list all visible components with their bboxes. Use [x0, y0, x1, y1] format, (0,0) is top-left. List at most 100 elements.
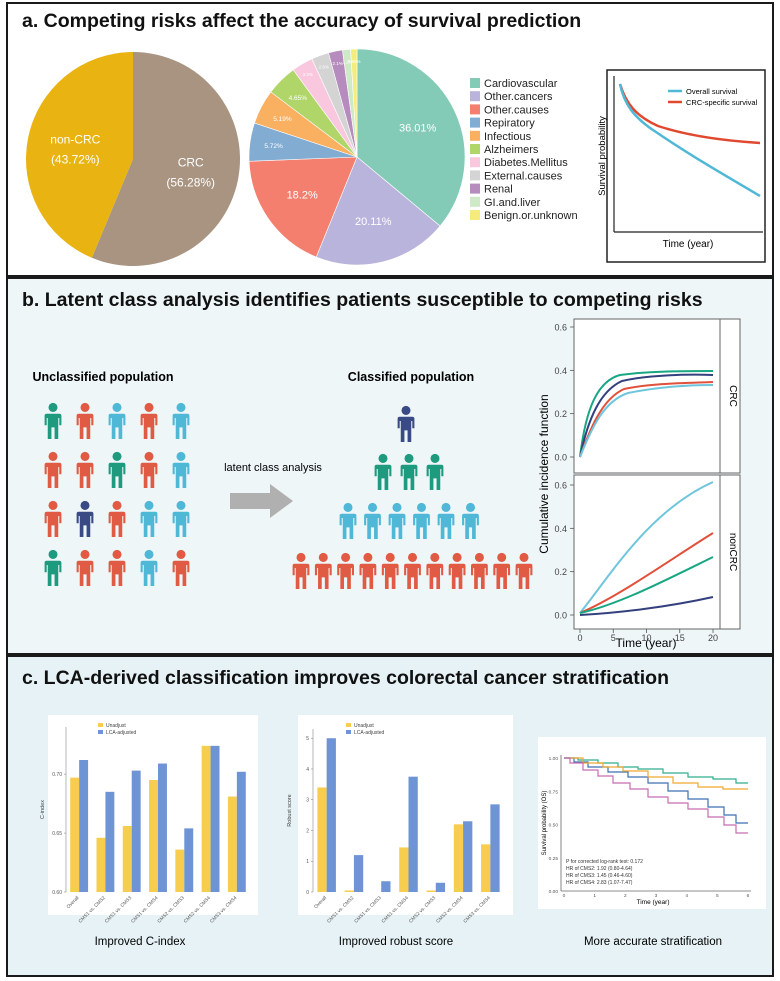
legend-crc-label: CRC-specific survival: [686, 98, 758, 107]
km-xtick-label: 5: [716, 893, 719, 899]
cif-bottom-curve-red: [579, 532, 714, 614]
pie2-value-gi-and-liver: 1.2%: [342, 59, 352, 64]
pie1-slice-non-crc: [26, 52, 133, 258]
legend-label-cardiovascular: Cardiovascular: [484, 78, 558, 90]
person-icon: [413, 502, 430, 539]
km-caption: More accurate stratification: [584, 936, 722, 948]
ytick-label: 3: [306, 798, 309, 804]
bar-unadjust-cms3-vs-cms4: [227, 796, 237, 892]
survival-frame: [606, 69, 766, 263]
legend-swatch-cardiovascular: [470, 78, 480, 88]
person-icon: [44, 549, 62, 586]
person-icon: [314, 552, 332, 589]
cif-chart: CRC nonCRC Cumulative incidence function…: [537, 318, 741, 650]
bar-lca-adjusted-cms1-vs-cms4: [408, 776, 418, 892]
km-xtick-label: 1: [593, 893, 596, 899]
pie2-slice-other-causes: [248, 156, 358, 258]
legend-label-infectious: Infectious: [484, 131, 532, 143]
cif-ytick-label: 0.0: [554, 453, 567, 463]
pie2-slice-other-cancers: [315, 156, 441, 266]
km-curve-cms2: [564, 757, 748, 824]
legend-swatch: [98, 723, 103, 727]
bar-lca-adjusted-cms1-vs-cms2: [353, 855, 364, 892]
lca-arrow: [230, 484, 293, 518]
cif-xtick-label: 5: [611, 633, 616, 643]
bar-lca-adjusted-overall: [326, 738, 336, 892]
pie2-value-other-cancers: 20.11%: [355, 216, 392, 228]
km-stat-line: P for corrected log-rank test: 0.172: [566, 859, 643, 865]
pie2-value-diabetes-mellitus: 3.2%: [303, 72, 313, 77]
km-xtick-label: 6: [747, 893, 750, 899]
bar-lca-adjusted-cms2-vs-cms3: [435, 882, 446, 892]
person-icon: [140, 402, 158, 439]
cif-ticks: 0.0 0.2 0.4 0.6 0.0 0.2 0.4 0.6 0 5 10 15 20: [554, 323, 718, 644]
km-ytick-label: 0.25: [549, 856, 559, 862]
person-icon: [140, 451, 158, 488]
bar-unadjust-cms2-vs-cms3: [426, 890, 436, 892]
cif-ytick-label: 0.0: [554, 611, 567, 621]
bar-lca-adjusted-cms3-vs-cms4: [490, 804, 500, 892]
cif-top-curve-red: [579, 381, 714, 458]
km-background: [538, 737, 766, 909]
pie2-value-benign-or-unknown: 0.95%: [348, 59, 361, 64]
cif-xtick-label: 0: [577, 633, 582, 643]
person-icon: [397, 405, 415, 442]
bar-lca-adjusted-cms1-vs-cms2: [105, 791, 115, 892]
bar-unadjust-cms3-vs-cms4: [481, 844, 491, 892]
legend-swatch: [346, 730, 351, 734]
legend-label-benign-or-unknown: Benign.or.unknown: [484, 210, 578, 222]
person-icon: [108, 549, 126, 586]
overall-survival-curve: [618, 83, 761, 198]
pie2-slice-cardiovascular: [356, 48, 466, 227]
legend-swatch: [98, 730, 103, 734]
bar-unadjust-cms2-vs-cms3: [175, 849, 185, 892]
cif-top-panel: [573, 318, 721, 474]
legend-label: Unadjust: [106, 723, 126, 729]
legend-overall-label: Overall survival: [686, 87, 738, 96]
bar-unadjust-cms1-vs-cms4: [149, 780, 158, 892]
ytick-label: 5: [306, 736, 309, 742]
ytick-label: 0.65: [52, 831, 62, 837]
km-ytick-label: 0.50: [549, 823, 559, 829]
person-icon: [437, 502, 455, 539]
person-icon: [493, 552, 511, 589]
robust-caption: Improved robust score: [339, 936, 453, 948]
ytick-label: 0: [306, 890, 309, 896]
cif-xtick-label: 20: [708, 633, 718, 643]
legend-swatch: [346, 723, 351, 727]
legend-label-alzheimers: Alzheimers: [484, 144, 539, 156]
bar-lca-adjusted-cms1-vs-cms3: [381, 881, 391, 892]
arrow-label: latent class analysis: [224, 462, 322, 474]
person-icon: [76, 402, 94, 439]
km-xtick-label: 2: [624, 893, 627, 899]
ytick-label: 4: [306, 767, 309, 773]
cif-xtick-label: 15: [675, 633, 685, 643]
ytick-label: 0.70: [52, 772, 62, 778]
legend-label-gi-and-liver: GI.and.liver: [484, 197, 541, 209]
legend-label: LCA-adjusted: [354, 730, 385, 736]
person-icon: [339, 502, 357, 539]
bar-lca-adjusted-cms2-vs-cms3: [184, 828, 194, 892]
cif-bottom-strip-label: nonCRC: [727, 533, 738, 571]
panel-b: b. Latent class analysis identifies pati…: [6, 277, 774, 655]
legend-swatch-benign-or-unknown: [470, 210, 480, 220]
ytick-label: 0.60: [52, 890, 62, 896]
cif-y-label: Cumulative incidence function: [537, 394, 551, 553]
person-icon: [337, 552, 354, 589]
km-xtick-label: 3: [655, 893, 658, 899]
person-icon: [381, 552, 399, 589]
km-xtick-label: 4: [685, 893, 688, 899]
bar-unadjust-cms1-vs-cms3: [122, 826, 132, 892]
ytick-label: 2: [306, 828, 309, 834]
panel-c-title: c. LCA-derived classification improves c…: [22, 667, 669, 689]
km-ytick-label: 0.75: [549, 789, 559, 795]
person-icon: [292, 552, 310, 589]
cif-ytick-label: 0.6: [554, 323, 567, 333]
legend-label-other-cancers: Other.cancers: [484, 91, 553, 103]
person-icon: [172, 451, 190, 488]
legend-swatch-external-causes: [470, 170, 480, 181]
cif-ytick-label: 0.2: [554, 409, 567, 419]
cif-bottom-strip: [719, 474, 741, 630]
person-icon: [359, 552, 377, 589]
